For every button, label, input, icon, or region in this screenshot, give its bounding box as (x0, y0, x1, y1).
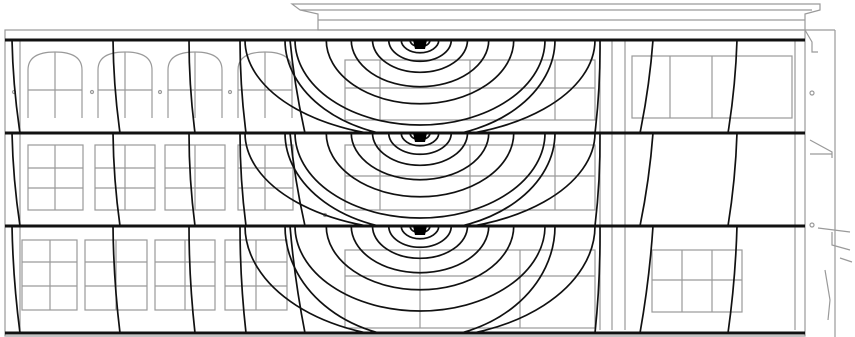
contour-line (239, 39, 247, 134)
contour-arc (350, 39, 490, 88)
contour-arc (244, 40, 596, 133)
contour-arc (244, 226, 596, 333)
contour-arc (294, 225, 546, 312)
contour-arc (400, 225, 440, 240)
floor-slabs (5, 38, 805, 335)
contour-arc (294, 132, 546, 219)
contour-line (289, 132, 306, 227)
contour-arc (387, 225, 453, 249)
building-outline (4, 29, 806, 337)
contour-arc (284, 226, 556, 333)
sound-sources (413, 40, 427, 235)
contour-line (594, 225, 601, 334)
contour-arc (371, 225, 469, 260)
sound-source-icon (413, 40, 427, 49)
contour-arc (400, 39, 440, 54)
sound-source-icon (413, 133, 427, 142)
contour-line (188, 132, 196, 227)
facade-linework (4, 3, 853, 337)
contour-line (639, 39, 654, 134)
contour-arc (350, 132, 490, 181)
contour-arc (325, 132, 515, 198)
contour-line (11, 132, 21, 227)
contour-arc (284, 133, 556, 226)
contour-line (639, 225, 654, 334)
contour-line (112, 39, 121, 134)
contour-line (289, 39, 306, 134)
contour-line (639, 132, 654, 227)
sound-source-icon (413, 226, 427, 235)
contour-arc (387, 132, 453, 156)
contour-line (239, 225, 247, 334)
contour-arc (325, 225, 515, 291)
contour-line (112, 132, 121, 227)
contour-arc (400, 132, 440, 147)
contour-arc (371, 39, 469, 74)
contour-line (594, 39, 601, 134)
contour-line (188, 225, 196, 334)
cornice (290, 3, 821, 31)
contour-line (112, 225, 121, 334)
contour-line (727, 132, 738, 227)
contour-arc (284, 40, 556, 133)
contour-line (727, 225, 738, 334)
contour-line (11, 39, 21, 134)
contour-arc (294, 39, 546, 126)
side-balcony (809, 139, 833, 158)
contour-arcs (11, 39, 738, 334)
contour-line (239, 132, 247, 227)
contour-arc (350, 225, 490, 274)
contour-arc (371, 132, 469, 167)
contour-arc (387, 39, 453, 63)
contour-line (727, 39, 738, 134)
contour-line (289, 225, 306, 334)
window (651, 249, 743, 313)
contour-arc (325, 39, 515, 105)
contour-line (188, 39, 196, 134)
contour-arc (244, 133, 596, 226)
contour-line (594, 132, 601, 227)
contour-line (11, 225, 21, 334)
